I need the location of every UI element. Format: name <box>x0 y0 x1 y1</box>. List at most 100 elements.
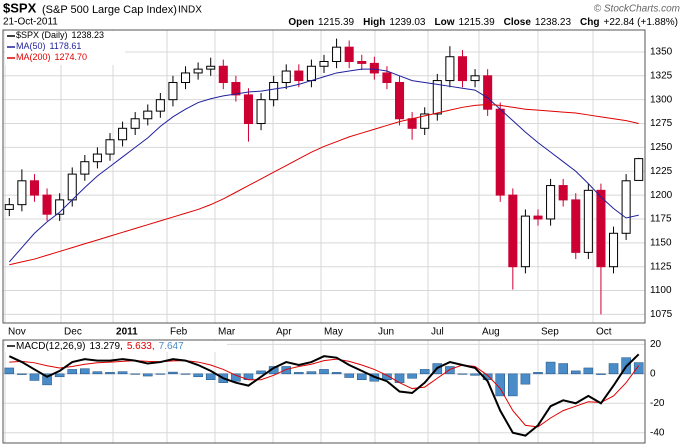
y-tick-label: 1250 <box>650 142 673 153</box>
x-tick-label: Oct <box>596 327 612 338</box>
y-tick-label: -20 <box>650 398 665 409</box>
candle-body <box>332 46 342 62</box>
candle-body <box>155 99 165 112</box>
candle-body <box>17 180 27 206</box>
histogram-bar <box>105 372 115 375</box>
y-tick-label: 1350 <box>650 47 673 58</box>
histogram-bar <box>142 373 153 377</box>
x-tick-label: Mar <box>218 327 236 338</box>
histogram-bar <box>356 373 367 380</box>
candle-body <box>181 72 191 83</box>
y-tick-label: 1125 <box>650 261 672 272</box>
candle-body <box>407 118 417 129</box>
histogram-bar <box>92 371 103 375</box>
histogram-bar <box>42 373 52 386</box>
legend-name: MA(200) <box>16 52 51 62</box>
histogram-bar <box>256 370 266 375</box>
histogram-bar <box>155 373 166 375</box>
candle-body <box>445 56 455 82</box>
credit: © StockCharts.com <box>594 4 680 15</box>
y-tick-label: 1100 <box>650 285 672 296</box>
candle-body <box>382 72 392 83</box>
candle-body <box>583 189 593 253</box>
histogram-bar <box>470 373 480 376</box>
quote-label: Close <box>504 17 532 28</box>
candle-body <box>621 180 631 234</box>
x-tick-label: Aug <box>482 327 500 338</box>
histogram-bar <box>407 373 417 379</box>
histogram-bar <box>445 366 455 375</box>
legend-entry: $SPX (Daily) 1238.23 <box>16 30 104 40</box>
quote-label: High <box>363 17 385 28</box>
candle-body <box>596 189 606 268</box>
histogram-bar <box>180 373 191 375</box>
quote-value: 1238.23 <box>535 17 572 28</box>
candle-body <box>470 75 480 82</box>
candle-body <box>294 70 304 82</box>
legend-value: 7.647 <box>159 341 184 352</box>
histogram-bar <box>306 371 317 375</box>
x-tick-label: 2011 <box>116 327 138 338</box>
histogram-bar <box>508 373 518 397</box>
candle-body <box>357 60 367 64</box>
quote-value: 1239.03 <box>389 17 426 28</box>
y-tick-label: 1325 <box>650 70 673 81</box>
candle-body <box>558 185 568 201</box>
histogram-bar <box>130 373 140 375</box>
signal-line <box>9 358 640 428</box>
candle-body <box>269 81 279 101</box>
candle-body <box>55 199 65 215</box>
histogram-bar <box>294 372 304 375</box>
y-tick-label: 1175 <box>650 214 672 225</box>
date: 21-Oct-2011 <box>3 17 58 28</box>
legend-name: MA(50) <box>16 41 46 51</box>
x-tick-label: Apr <box>276 327 292 338</box>
legend-value: 1178.61 <box>50 41 82 51</box>
candle-body <box>395 81 405 120</box>
legend-entry: MA(50) 1178.61 <box>16 41 81 51</box>
candle-body <box>29 180 39 196</box>
histogram-bar <box>520 373 531 385</box>
histogram-bar <box>231 373 241 382</box>
legend-entry: MACD(12,26,9) 13.279, 5.633, 7.647 <box>16 341 184 352</box>
candle-body <box>193 68 203 74</box>
legend-box <box>5 31 125 65</box>
candle-body <box>281 70 291 83</box>
candle-body <box>483 75 493 110</box>
histogram-bar <box>205 373 216 380</box>
legend-entry: MA(200) 1274.70 <box>16 52 87 62</box>
histogram-bar <box>54 373 65 378</box>
histogram-bar <box>4 367 15 375</box>
y-tick-label: -40 <box>650 427 665 438</box>
candle-body <box>67 173 77 201</box>
candle-body <box>118 127 128 141</box>
x-tick-label: Sep <box>541 327 559 338</box>
histogram-bar <box>193 373 203 378</box>
candle-body <box>218 65 228 83</box>
quote-label: Open <box>288 17 314 28</box>
candle-body <box>571 199 581 253</box>
histogram-bar <box>117 371 128 375</box>
candle-body <box>609 232 619 268</box>
histogram-bar <box>17 373 27 375</box>
candle-body <box>533 215 543 220</box>
histogram-bar <box>331 372 342 375</box>
x-tick-label: Jun <box>378 327 394 338</box>
histogram-bar <box>633 362 644 375</box>
y-tick-label: 0 <box>650 368 656 379</box>
histogram-bar <box>419 369 430 375</box>
y-tick-label: 1275 <box>650 118 673 129</box>
quote: Open 1215.39 High 1239.03 Low 1215.39 Close 123… <box>288 17 678 28</box>
candle-body <box>105 139 115 155</box>
macd-line <box>8 353 640 437</box>
quote-value: 1215.39 <box>318 17 355 28</box>
y-tick-label: 1200 <box>650 190 673 201</box>
candle-body <box>319 60 329 67</box>
y-tick-label: 1075 <box>650 309 673 320</box>
y-tick-label: 1225 <box>650 166 673 177</box>
candle-body <box>143 110 153 120</box>
legend-name: MACD(12,26,9) <box>16 341 85 352</box>
y-tick-label: 20 <box>650 339 662 350</box>
histogram-bar <box>319 369 329 375</box>
